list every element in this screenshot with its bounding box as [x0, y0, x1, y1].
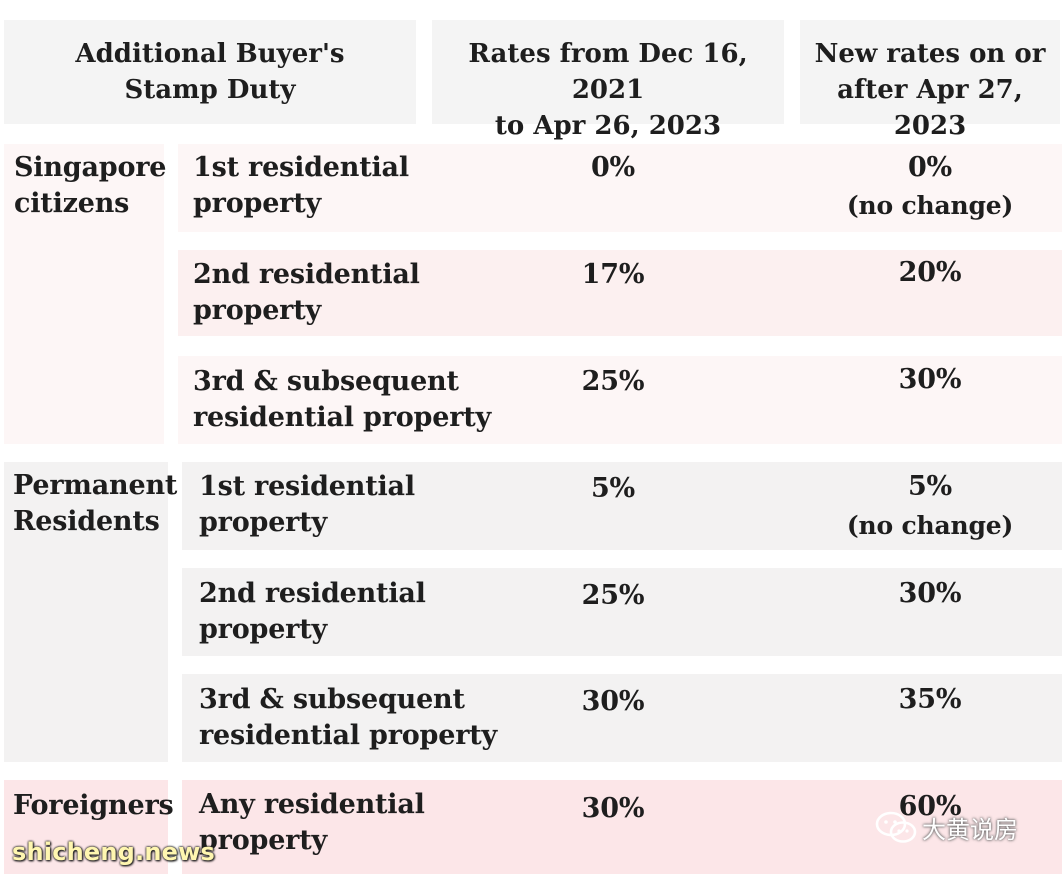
- group-cell-singapore-citizens: Singapore citizens: [4, 144, 167, 444]
- table-row: [178, 144, 1062, 232]
- property-label: 2nd residential property: [199, 578, 426, 645]
- property-label: 3rd & subsequent residential property: [193, 366, 491, 433]
- new-rate-value: 30%: [898, 364, 962, 395]
- watermark-site-label: shicheng.news: [12, 838, 215, 866]
- header-cell-old-rates: Rates from Dec 16, 2021 to Apr 26, 2023: [432, 20, 784, 141]
- old-rate-value: 5%: [590, 473, 636, 504]
- group-cell-permanent-residents: Permanent Residents: [4, 462, 177, 762]
- new-rate-value: 0%: [907, 152, 953, 183]
- new-rate-value: 30%: [898, 578, 962, 609]
- wechat-icon: [875, 811, 917, 843]
- property-label: 2nd residential property: [193, 259, 420, 326]
- watermark-account-name: 大黄说房: [922, 816, 1018, 844]
- property-label: 1st residential property: [193, 152, 409, 219]
- group-label-permanent-residents: Permanent Residents: [13, 470, 178, 537]
- table-row: [178, 356, 1062, 444]
- new-rate-value: 5%: [907, 471, 953, 502]
- no-change-note: (no change): [846, 191, 1014, 220]
- new-rate-value: 35%: [898, 684, 962, 715]
- old-rate-value: 17%: [581, 259, 645, 290]
- header-new-rates-label: New rates on or after Apr 27, 2023: [814, 39, 1046, 141]
- header-abs-duty-label: Additional Buyer's Stamp Duty: [75, 39, 345, 105]
- table-row: [182, 780, 1062, 874]
- group-cell-foreigners: Foreigners: [4, 780, 174, 874]
- property-label: 3rd & subsequent residential property: [199, 684, 497, 751]
- new-rate-value: 20%: [898, 257, 962, 288]
- group-label-foreigners: Foreigners: [13, 790, 174, 821]
- old-rate-value: 30%: [581, 793, 645, 824]
- header-cell-abs-duty: Additional Buyer's Stamp Duty: [4, 20, 416, 124]
- table-row: [178, 250, 1062, 336]
- property-label: Any residential property: [199, 789, 425, 856]
- watermark-account: 大黄说房: [874, 808, 1062, 848]
- table-row: [182, 674, 1062, 762]
- old-rate-value: 25%: [581, 580, 645, 611]
- old-rate-value: 30%: [581, 686, 645, 717]
- old-rate-value: 0%: [590, 152, 636, 183]
- property-label: 1st residential property: [199, 471, 415, 538]
- new-rate-value: 60%: [898, 791, 962, 822]
- header-old-rates-label: Rates from Dec 16, 2021 to Apr 26, 2023: [468, 39, 748, 141]
- header-cell-new-rates: New rates on or after Apr 27, 2023: [800, 20, 1060, 141]
- no-change-note: (no change): [846, 511, 1014, 540]
- old-rate-value: 25%: [581, 366, 645, 397]
- group-label-singapore-citizens: Singapore citizens: [14, 152, 167, 219]
- table-row: [182, 462, 1062, 550]
- table-row: [182, 568, 1062, 656]
